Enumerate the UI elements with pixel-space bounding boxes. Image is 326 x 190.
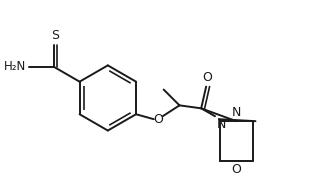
Text: N: N (231, 106, 241, 119)
Text: S: S (52, 29, 59, 42)
Text: O: O (231, 163, 241, 176)
Text: H₂N: H₂N (4, 60, 26, 73)
Text: O: O (203, 71, 213, 84)
Text: O: O (153, 113, 163, 126)
Text: N: N (217, 118, 226, 131)
